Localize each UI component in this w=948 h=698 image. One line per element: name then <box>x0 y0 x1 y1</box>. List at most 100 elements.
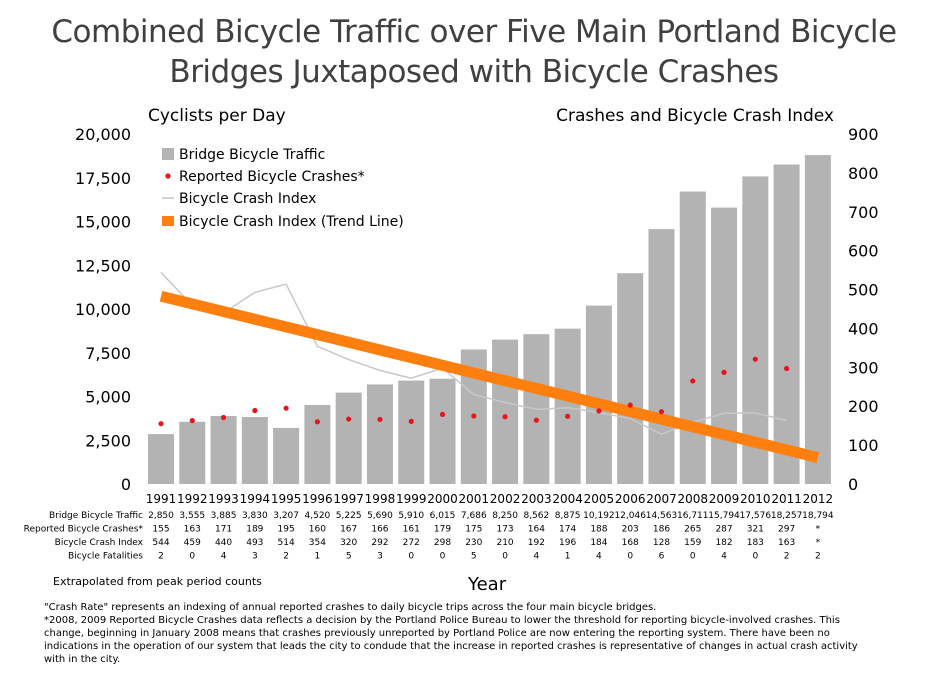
x-tick-label: 1995 <box>271 492 302 506</box>
right-tick-label: 0 <box>848 475 858 494</box>
table-cell: 16,711 <box>677 511 709 521</box>
table-cell: 192 <box>528 538 545 548</box>
right-tick-label: 200 <box>848 397 879 416</box>
bar-1992 <box>179 421 206 484</box>
table-cell: 189 <box>246 525 263 535</box>
table-cell: 159 <box>684 538 701 548</box>
table-cell: 10,192 <box>583 511 615 521</box>
x-tick-label: 2000 <box>427 492 458 506</box>
bar-2002 <box>492 339 519 484</box>
crash-point-2006 <box>627 402 633 408</box>
table-cell: 4 <box>533 552 539 562</box>
table-row-label: Bicycle Crash Index <box>55 538 144 548</box>
crash-point-2002 <box>502 414 508 420</box>
table-cell: 287 <box>715 525 732 535</box>
table-cell: 4 <box>596 552 602 562</box>
x-tick-label: 2004 <box>552 492 583 506</box>
left-tick-label: 12,500 <box>75 256 131 275</box>
left-tick-label: 15,000 <box>75 213 131 232</box>
table-cell: 175 <box>465 525 482 535</box>
table-cell: 3 <box>377 552 383 562</box>
bar-1995 <box>273 427 300 484</box>
table-cell: 210 <box>496 538 513 548</box>
left-tick-label: 0 <box>121 475 131 494</box>
table-row-label: Reported Bicycle Crashes* <box>24 525 144 535</box>
crash-point-1995 <box>283 405 289 411</box>
crash-point-2005 <box>596 408 602 414</box>
bar-1996 <box>304 404 331 484</box>
table-cell: 6,015 <box>430 511 456 521</box>
crash-point-1991 <box>158 421 164 427</box>
table-cell: 0 <box>408 552 414 562</box>
table-cell: 514 <box>278 538 295 548</box>
bar-2008 <box>679 191 706 484</box>
table-cell: 292 <box>371 538 388 548</box>
table-cell: 440 <box>215 538 232 548</box>
table-cell: 15,794 <box>708 511 740 521</box>
table-cell: 0 <box>690 552 696 562</box>
left-tick-label: 10,000 <box>75 300 131 319</box>
table-cell: 493 <box>246 538 263 548</box>
table-cell: 3,885 <box>211 511 237 521</box>
left-axis-title: Cyclists per Day <box>148 106 286 126</box>
bar-1999 <box>398 380 425 484</box>
table-cell: 4 <box>221 552 227 562</box>
table-cell: * <box>816 525 821 535</box>
crash-point-2004 <box>565 413 571 419</box>
table-cell: 168 <box>622 538 639 548</box>
table-cell: 164 <box>528 525 545 535</box>
x-tick-label: 2003 <box>521 492 552 506</box>
legend-label: Bicycle Crash Index <box>179 191 316 207</box>
crash-point-2003 <box>533 417 539 423</box>
right-tick-label: 100 <box>848 436 879 455</box>
crash-point-1997 <box>346 416 352 422</box>
bar-2000 <box>429 378 456 484</box>
table-cell: 8,562 <box>523 511 549 521</box>
x-tick-label: 1999 <box>396 492 427 506</box>
table-cell: 203 <box>622 525 639 535</box>
table-cell: 2,850 <box>148 511 174 521</box>
table-cell: 5,690 <box>367 511 393 521</box>
table-cell: 321 <box>747 525 764 535</box>
table-cell: 163 <box>778 538 795 548</box>
x-tick-label: 1991 <box>146 492 177 506</box>
table-cell: 167 <box>340 525 357 535</box>
table-cell: 0 <box>189 552 195 562</box>
bar-1998 <box>366 384 393 484</box>
table-cell: 195 <box>278 525 295 535</box>
left-tick-label: 20,000 <box>75 125 131 144</box>
table-cell: 8,875 <box>555 511 581 521</box>
table-cell: 230 <box>465 538 482 548</box>
bar-2004 <box>554 328 581 484</box>
table-cell: 128 <box>653 538 670 548</box>
title-line-1: Combined Bicycle Traffic over Five Main … <box>51 14 897 50</box>
table-cell: 4,520 <box>305 511 331 521</box>
table-cell: 166 <box>371 525 388 535</box>
table-cell: 298 <box>434 538 451 548</box>
chart-title: Combined Bicycle Traffic over Five Main … <box>0 12 948 92</box>
table-cell: 160 <box>309 525 326 535</box>
table-cell: 196 <box>559 538 576 548</box>
table-cell: 1 <box>315 552 321 562</box>
table-cell: 6 <box>659 552 665 562</box>
table-cell: 354 <box>309 538 326 548</box>
table-cell: 4 <box>721 552 727 562</box>
extrapolated-note: Extrapolated from peak period counts <box>53 575 262 588</box>
table-row-label: Bicycle Fatalities <box>68 552 143 562</box>
right-tick-label: 500 <box>848 281 879 300</box>
bar-2009 <box>711 207 738 485</box>
crash-point-1992 <box>189 418 195 424</box>
crash-rate-note: "Crash Rate" represents an indexing of a… <box>44 602 657 613</box>
table-cell: 5,225 <box>336 511 362 521</box>
x-tick-label: 1993 <box>208 492 239 506</box>
table-cell: 2 <box>283 552 289 562</box>
table-cell: 320 <box>340 538 357 548</box>
table-cell: 0 <box>440 552 446 562</box>
crash-point-2008 <box>690 378 696 384</box>
left-tick-label: 17,500 <box>75 169 131 188</box>
table-cell: 18,794 <box>802 511 834 521</box>
table-cell: 183 <box>747 538 764 548</box>
table-cell: 174 <box>559 525 576 535</box>
table-cell: 3,555 <box>179 511 205 521</box>
